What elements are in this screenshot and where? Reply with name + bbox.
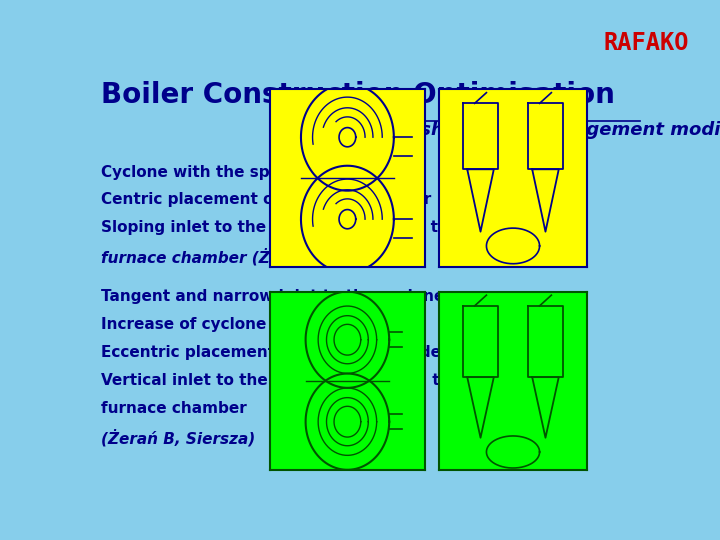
Text: Cyclone with the spiral inlet: Cyclone with the spiral inlet (101, 165, 342, 180)
Text: Tangent and narrow inlet to the cyclone: Tangent and narrow inlet to the cyclone (101, 289, 444, 305)
Text: Centric placement of the vortex finder: Centric placement of the vortex finder (101, 192, 431, 207)
Text: Sloping inlet to the cyclone regarding to: Sloping inlet to the cyclone regarding t… (101, 220, 449, 235)
Text: (Żerań B, Siersza): (Żerań B, Siersza) (101, 429, 256, 446)
Text: furnace chamber: furnace chamber (101, 401, 247, 416)
Text: RAFAKO: RAFAKO (603, 31, 689, 55)
Text: Boiler Construction Optimisation: Boiler Construction Optimisation (101, 82, 615, 110)
Text: Increase of cyclone diametr: Increase of cyclone diametr (101, 317, 339, 332)
Text: furnace chamber (Żerań A): furnace chamber (Żerań A) (101, 248, 333, 266)
Text: Vertical inlet to the cyclone regarding to: Vertical inlet to the cyclone regarding … (101, 373, 450, 388)
Text: Cyclones shape and arrangement modification: Cyclones shape and arrangement modificat… (324, 121, 720, 139)
Text: Eccentric placement of the vortex finder: Eccentric placement of the vortex finder (101, 345, 449, 360)
